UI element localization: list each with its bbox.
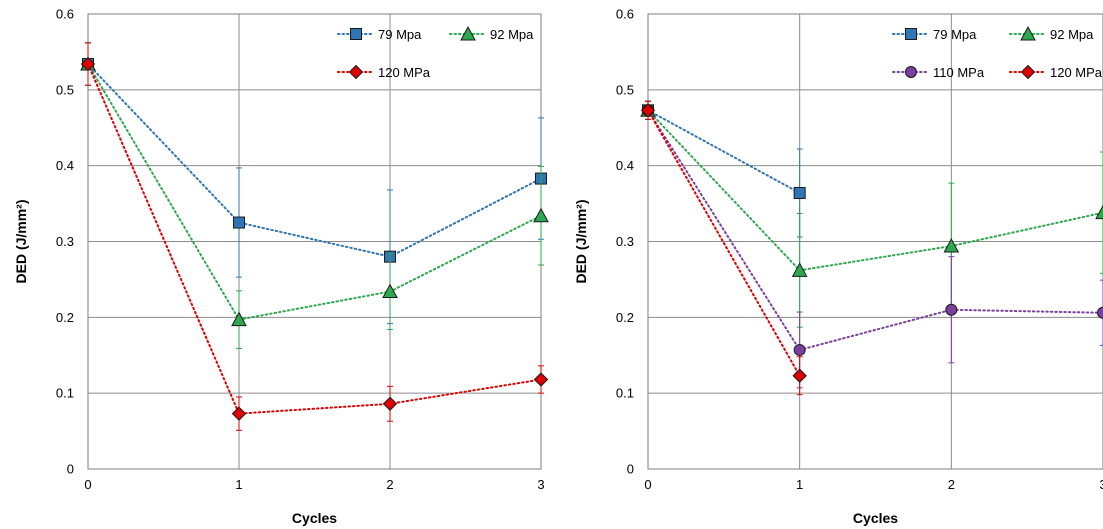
data-point [533,372,549,387]
series-line [647,109,1103,352]
legend: 79 Mpa 92 Mpa 110 MPa 120 MPa [892,25,1103,80]
data-point [533,207,549,223]
y-tick-label: 0 [627,462,634,477]
y-tick-label: 0.6 [616,7,634,22]
data-point [943,237,960,253]
x-tick-label: 0 [644,477,651,492]
x-tick-label: 1 [796,477,803,492]
legend-label: 110 MPa [933,65,985,80]
x-tick-label: 2 [386,477,393,492]
legend-marker [905,66,917,78]
legend-label: 79 Mpa [378,27,422,42]
y-tick-label: 0.6 [56,7,74,22]
data-point [791,262,808,277]
y-tick-label: 0.4 [56,158,74,173]
data-point [382,283,398,299]
data-point [231,311,247,327]
y-axis-label: DED (J/mm²) [573,199,589,283]
y-tick-label: 0.5 [56,82,74,97]
y-tick-label: 0.2 [616,310,634,325]
series-line [87,63,542,415]
legend-marker [1020,25,1036,41]
series-line [87,63,542,258]
legend-label: 120 MPa [378,65,431,80]
series-120-mpa [80,42,549,431]
y-tick-label: 0.2 [56,310,74,325]
legend-marker [1020,64,1036,80]
series-79-mpa [642,100,806,238]
data-point [233,216,245,229]
series-line [87,63,542,321]
data-point [793,343,806,356]
y-tick-label: 0.3 [56,234,74,249]
legend-label: 79 Mpa [933,27,977,42]
data-point [945,303,958,316]
y-tick-label: 0.1 [56,386,74,401]
series-line [647,109,801,194]
legend-marker [460,25,476,41]
data-point [231,406,247,421]
y-tick-label: 0.4 [616,158,634,173]
series-120-mpa [640,100,807,396]
x-axis-label: Cycles [853,510,898,526]
x-tick-label: 3 [537,477,544,492]
data-point [1097,306,1103,319]
data-point [793,186,806,199]
data-point [792,368,807,383]
legend-label: 92 Mpa [1050,27,1094,42]
x-axis-label: Cycles [292,510,337,526]
y-tick-label: 0.5 [616,82,634,97]
x-tick-label: 0 [84,477,91,492]
y-tick-label: 0.3 [616,234,634,249]
data-point [80,56,96,72]
y-tick-label: 0.1 [616,386,634,401]
x-tick-label: 2 [948,477,955,492]
plot-area [647,13,1103,470]
chart-panel-1: 0 0.1 0.2 0.3 0.4 0.5 0.6 0 1 2 3 Cycles DED (J/mm²)… [13,7,549,526]
series-line [647,109,1103,272]
data-point [640,103,656,118]
legend-label: 92 Mpa [490,27,534,42]
legend: 79 Mpa 92 Mpa 120 MPa [337,25,534,80]
series-79-mpa [82,42,547,324]
legend-label: 120 MPa [1050,65,1103,80]
data-point [1095,204,1103,220]
series-92-mpa [640,100,1103,328]
legend-marker [348,64,364,80]
chart-panel-2: 0 0.1 0.2 0.3 0.4 0.5 0.6 0 1 2 3 Cycles DED (J/mm²)… [573,7,1103,526]
series-line [647,109,801,377]
legend-marker [905,28,917,40]
x-tick-label: 1 [235,477,242,492]
series-92-mpa [80,42,549,349]
legend-marker [350,28,362,40]
y-axis-label: DED (J/mm²) [13,199,29,283]
data-point [382,396,398,411]
x-tick-label: 3 [1099,477,1103,492]
y-tick-label: 0 [67,462,74,477]
